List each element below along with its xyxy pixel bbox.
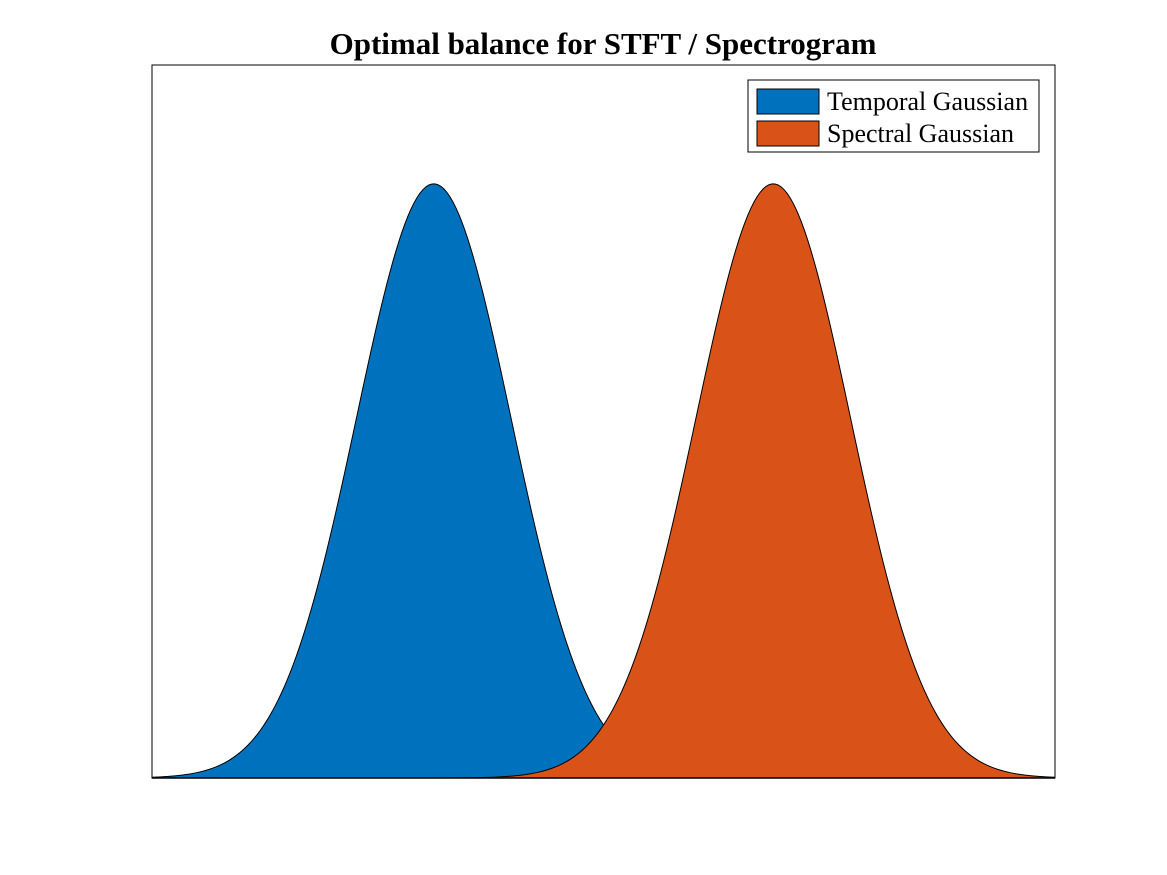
legend-label-temporal-gaussian: Temporal Gaussian [827,87,1028,116]
chart-title: Optimal balance for STFT / Spectrogram [330,26,877,61]
legend: Temporal Gaussian Spectral Gaussian [747,79,1040,153]
legend-swatch-temporal-gaussian [756,88,820,115]
legend-swatch-spectral-gaussian [756,120,820,147]
plot-area [151,64,1056,779]
legend-label-spectral-gaussian: Spectral Gaussian [827,119,1014,148]
axes-box [151,64,1056,779]
